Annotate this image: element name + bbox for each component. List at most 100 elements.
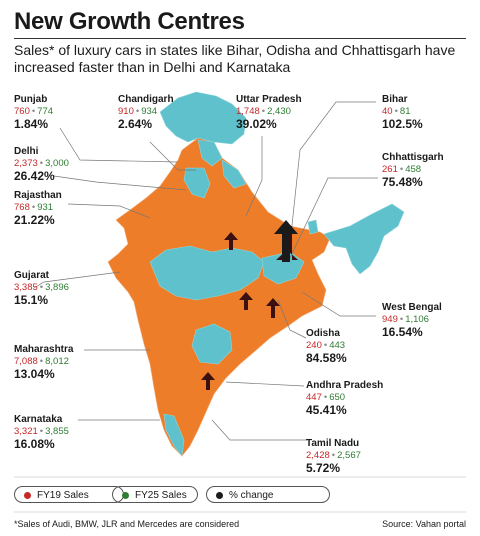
label-chandigarh: Chandigarh 910 • 934 2.64%	[118, 94, 174, 130]
percent-change: 102.5%	[382, 117, 423, 131]
sales-values: 7,088 • 8,012	[14, 356, 73, 368]
fy25-sales: 3,000	[45, 158, 69, 169]
title-divider	[14, 38, 466, 39]
fy19-sales: 1,748	[236, 106, 260, 117]
label-karnataka: Karnataka 3,321 • 3,855 16.08%	[14, 414, 69, 450]
separator-dot: •	[39, 426, 44, 437]
separator-dot: •	[39, 282, 44, 293]
state-jammu-kashmir	[159, 91, 247, 145]
state-north-east	[323, 203, 405, 275]
sales-values: 3,321 • 3,855	[14, 426, 69, 438]
source: Source: Vahan portal	[382, 519, 466, 529]
separator-dot: •	[399, 314, 404, 325]
label-uttar-pradesh: Uttar Pradesh 1,748 • 2,430 39.02%	[236, 94, 302, 130]
sales-values: 2,428 • 2,567	[306, 450, 361, 462]
fy25-sales: 8,012	[45, 356, 69, 367]
separator-dot: •	[39, 356, 44, 367]
separator-dot: •	[399, 164, 404, 175]
separator-dot: •	[31, 202, 36, 213]
fy25-sales: 458	[405, 164, 422, 175]
fy19-sales: 2,373	[14, 158, 38, 169]
state-kerala	[163, 413, 185, 457]
sales-values: 768 • 931	[14, 202, 62, 214]
state-name: Rajasthan	[14, 190, 62, 201]
legend-change-label: % change	[229, 490, 274, 501]
fy19-sales: 7,088	[14, 356, 38, 367]
state-name: Maharashtra	[14, 344, 74, 355]
separator-dot: •	[31, 106, 36, 117]
label-west-bengal: West Bengal 949 • 1,106 16.54%	[382, 302, 442, 338]
fy19-sales: 40	[382, 106, 393, 117]
legend-fy25-dot	[122, 492, 129, 499]
percent-change: 45.41%	[306, 403, 347, 417]
label-chhattisgarh: Chhattisgarh 261 • 458 75.48%	[382, 152, 444, 188]
fy25-sales: 934	[141, 106, 158, 117]
leader-lines	[33, 101, 378, 441]
legend-change: % change	[206, 486, 330, 503]
separator-dot: •	[135, 106, 140, 117]
legend-fy19: FY19 Sales	[14, 486, 124, 503]
state-telangana	[191, 323, 233, 365]
arrow-andhra	[201, 372, 215, 390]
state-name: Gujarat	[14, 270, 50, 281]
leader-delhi	[53, 175, 187, 191]
percent-change: 13.04%	[14, 367, 55, 381]
leader-bihar	[289, 101, 376, 245]
legend-fy25: FY25 Sales	[112, 486, 198, 503]
fy19-sales: 760	[14, 106, 30, 117]
page-title: New Growth Centres	[14, 8, 245, 35]
state-name: Chandigarh	[118, 94, 174, 105]
arrow-uttar-pradesh	[224, 232, 238, 250]
percent-change: 16.08%	[14, 437, 55, 451]
fy25-sales: 1,106	[405, 314, 429, 325]
fy19-sales: 2,428	[306, 450, 330, 461]
leader-punjab	[59, 127, 179, 163]
sales-values: 261 • 458	[382, 164, 444, 176]
arrow-bihar-large	[274, 220, 298, 262]
fy25-sales: 3,855	[45, 426, 69, 437]
fy25-sales: 650	[329, 392, 346, 403]
arrow-chhattisgarh	[239, 292, 253, 310]
sales-values: 2,373 • 3,000	[14, 158, 69, 170]
fy25-sales: 443	[329, 340, 346, 351]
sales-values: 949 • 1,106	[382, 314, 442, 326]
label-gujarat: Gujarat 3,385 • 3,896 15.1%	[14, 270, 69, 306]
percent-change: 5.72%	[306, 461, 341, 475]
sales-values: 40 • 81	[382, 106, 423, 118]
fy25-sales: 774	[37, 106, 54, 117]
percent-change: 39.02%	[236, 117, 277, 131]
sales-values: 910 • 934	[118, 106, 174, 118]
separator-dot: •	[323, 392, 328, 403]
sales-values: 1,748 • 2,430	[236, 106, 302, 118]
leader-uttar-pradesh	[245, 136, 263, 217]
percent-change: 84.58%	[306, 351, 347, 365]
fy19-sales: 261	[382, 164, 398, 175]
percent-change: 15.1%	[14, 293, 49, 307]
separator-dot: •	[323, 340, 328, 351]
fy19-sales: 768	[14, 202, 30, 213]
state-name: Andhra Pradesh	[306, 380, 384, 391]
label-punjab: Punjab 760 • 774 1.84%	[14, 94, 53, 130]
leader-chhattisgarh	[287, 177, 378, 263]
fy19-sales: 910	[118, 106, 134, 117]
fy19-sales: 3,385	[14, 282, 38, 293]
state-haryana	[183, 167, 211, 199]
legend-fy19-label: FY19 Sales	[37, 490, 89, 501]
leader-tamil-nadu	[211, 419, 308, 441]
percent-change: 2.64%	[118, 117, 153, 131]
state-name: Karnataka	[14, 414, 63, 425]
state-name: West Bengal	[382, 302, 442, 313]
percent-change: 1.84%	[14, 117, 49, 131]
state-name: Bihar	[382, 94, 408, 105]
separator-dot: •	[331, 450, 336, 461]
fy19-sales: 447	[306, 392, 322, 403]
state-name: Odisha	[306, 328, 340, 339]
legend-fy19-dot	[24, 492, 31, 499]
separator-dot: •	[39, 158, 44, 169]
label-rajasthan: Rajasthan 768 • 931 21.22%	[14, 190, 62, 226]
label-delhi: Delhi 2,373 • 3,000 26.42%	[14, 146, 69, 182]
state-name: Uttar Pradesh	[236, 94, 302, 105]
percent-change: 75.48%	[382, 175, 423, 189]
leader-chandigarh	[149, 141, 196, 171]
separator-dot: •	[394, 106, 398, 117]
